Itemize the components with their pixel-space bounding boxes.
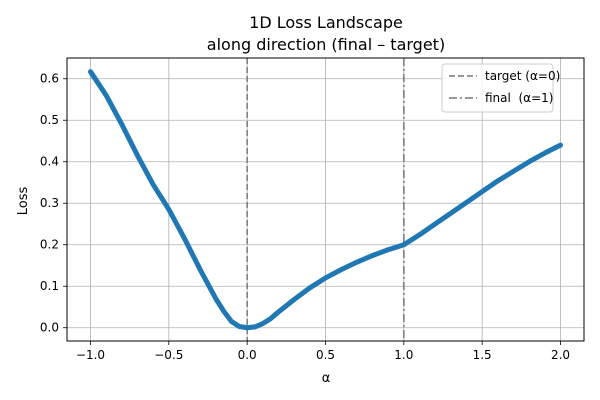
reference-lines — [246, 58, 405, 341]
y-tick-label: 0.3 — [40, 196, 59, 210]
x-tick-label: −1.0 — [76, 348, 105, 362]
loss-curve — [88, 69, 563, 331]
x-tick-label: 1.0 — [394, 348, 413, 362]
y-tick-label: 0.6 — [40, 72, 59, 86]
y-tick-label: 0.2 — [40, 238, 59, 252]
y-axis-ticks: 0.0 0.1 0.2 0.3 0.4 0.5 0.6 — [40, 72, 67, 335]
y-tick-label: 0.1 — [40, 279, 59, 293]
x-tick-label: −0.5 — [154, 348, 183, 362]
chart-subtitle: along direction (final – target) — [207, 35, 445, 54]
x-tick-label: 0.5 — [316, 348, 335, 362]
legend-label-target: target (α=0) — [485, 69, 560, 83]
x-axis-ticks: −1.0 −0.5 0.0 0.5 1.0 1.5 2.0 — [76, 341, 570, 362]
chart-title: 1D Loss Landscape — [249, 13, 403, 32]
x-tick-label: 2.0 — [551, 348, 570, 362]
x-axis-label: α — [322, 371, 331, 386]
y-axis-label: Loss — [16, 187, 31, 216]
series — [88, 69, 563, 331]
legend: target (α=0) final (α=1) — [441, 63, 560, 113]
y-tick-label: 0.5 — [40, 113, 59, 127]
x-tick-label: 0.0 — [238, 348, 257, 362]
legend-label-final: final (α=1) — [485, 91, 553, 105]
y-tick-label: 0.0 — [40, 321, 59, 335]
y-tick-label: 0.4 — [40, 155, 59, 169]
x-tick-label: 1.5 — [473, 348, 492, 362]
